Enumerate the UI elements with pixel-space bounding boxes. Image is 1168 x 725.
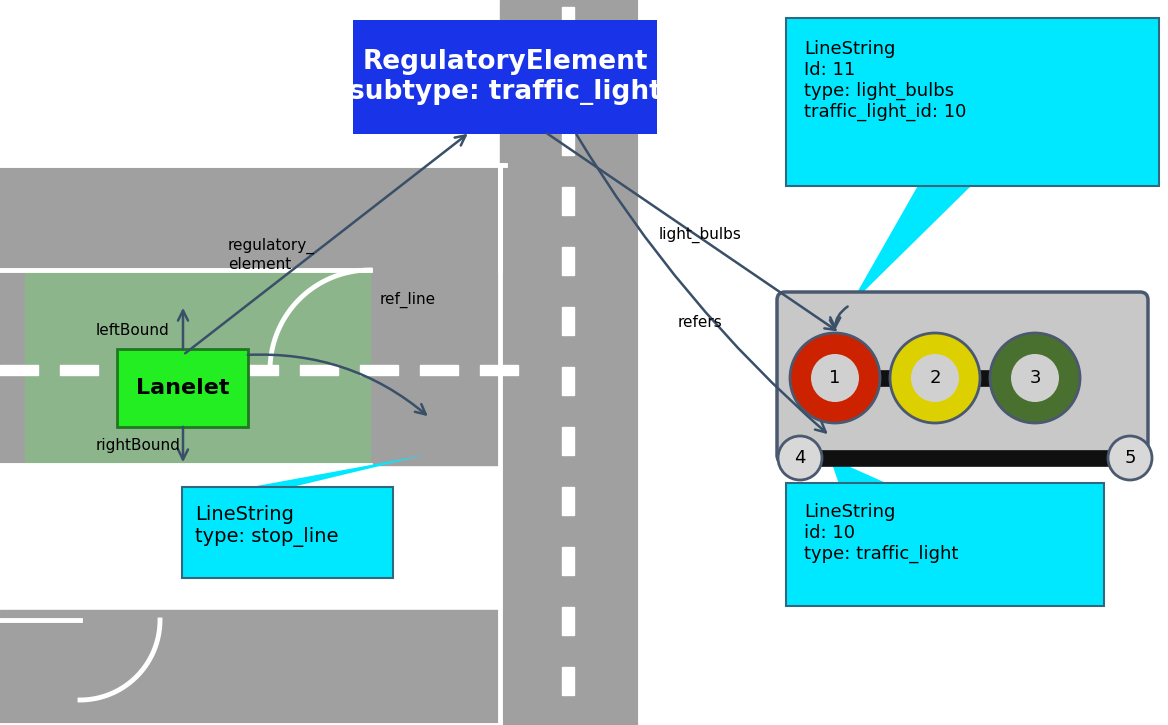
Bar bbox=[562, 307, 573, 335]
Polygon shape bbox=[25, 270, 370, 465]
Circle shape bbox=[990, 333, 1080, 423]
Polygon shape bbox=[830, 458, 895, 487]
FancyBboxPatch shape bbox=[786, 18, 1159, 186]
Bar bbox=[420, 365, 458, 375]
FancyBboxPatch shape bbox=[117, 349, 248, 427]
Text: 3: 3 bbox=[1029, 369, 1041, 387]
Bar bbox=[562, 667, 573, 695]
Bar bbox=[562, 247, 573, 275]
Polygon shape bbox=[235, 455, 425, 490]
Text: 2: 2 bbox=[930, 369, 940, 387]
Bar bbox=[562, 547, 573, 575]
FancyBboxPatch shape bbox=[182, 487, 392, 578]
Bar bbox=[500, 0, 640, 725]
Bar bbox=[239, 365, 278, 375]
Bar bbox=[562, 187, 573, 215]
Polygon shape bbox=[850, 182, 975, 305]
Bar bbox=[562, 487, 573, 515]
Text: 5: 5 bbox=[1125, 449, 1135, 467]
Bar bbox=[300, 365, 338, 375]
Bar bbox=[562, 427, 573, 455]
Text: 1: 1 bbox=[829, 369, 841, 387]
Bar bbox=[60, 365, 98, 375]
Bar bbox=[562, 367, 573, 395]
Circle shape bbox=[1108, 436, 1152, 480]
Bar bbox=[0, 270, 500, 465]
Text: Lanelet: Lanelet bbox=[135, 378, 229, 398]
Bar bbox=[562, 67, 573, 95]
Text: LineString
type: stop_line: LineString type: stop_line bbox=[195, 505, 339, 547]
Bar bbox=[562, 607, 573, 635]
Text: LineString
id: 10
type: traffic_light: LineString id: 10 type: traffic_light bbox=[804, 503, 959, 563]
Bar bbox=[562, 7, 573, 35]
Circle shape bbox=[911, 354, 959, 402]
Text: rightBound: rightBound bbox=[96, 437, 181, 452]
Bar bbox=[180, 365, 218, 375]
Bar bbox=[562, 127, 573, 155]
Bar bbox=[0, 165, 505, 270]
FancyBboxPatch shape bbox=[786, 483, 1104, 606]
FancyBboxPatch shape bbox=[777, 292, 1148, 463]
Text: LineString
Id: 11
type: light_bulbs
traffic_light_id: 10: LineString Id: 11 type: light_bulbs traf… bbox=[804, 40, 966, 121]
FancyBboxPatch shape bbox=[353, 20, 656, 134]
Text: ref_line: ref_line bbox=[380, 292, 436, 308]
Bar bbox=[360, 365, 398, 375]
Bar bbox=[0, 365, 39, 375]
Text: leftBound: leftBound bbox=[96, 323, 169, 338]
Bar bbox=[0, 610, 500, 725]
Bar bbox=[120, 365, 158, 375]
Circle shape bbox=[778, 436, 822, 480]
Text: regulatory_
element: regulatory_ element bbox=[228, 239, 315, 272]
Circle shape bbox=[811, 354, 858, 402]
Circle shape bbox=[890, 333, 980, 423]
Circle shape bbox=[1011, 354, 1059, 402]
Text: refers: refers bbox=[677, 315, 722, 329]
Text: light_bulbs: light_bulbs bbox=[659, 227, 742, 243]
Text: RegulatoryElement
subtype: traffic_light: RegulatoryElement subtype: traffic_light bbox=[348, 49, 661, 105]
Bar bbox=[480, 365, 517, 375]
Text: 4: 4 bbox=[794, 449, 806, 467]
Circle shape bbox=[790, 333, 880, 423]
